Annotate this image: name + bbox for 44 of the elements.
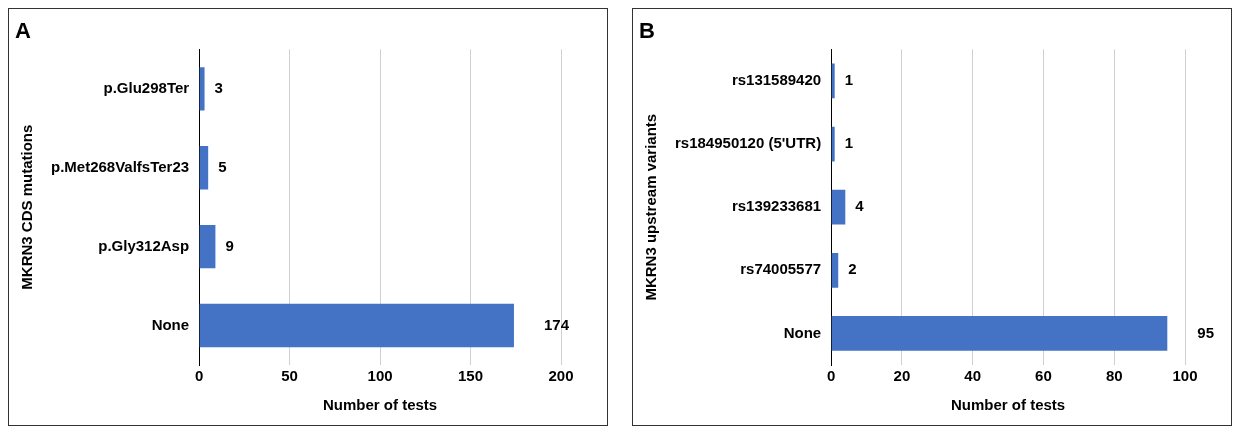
- data-label: 5: [218, 157, 227, 175]
- x-tick-label: 0: [826, 367, 836, 385]
- data-label: 9: [225, 236, 234, 254]
- data-label: 1: [844, 71, 854, 89]
- bar: [831, 189, 846, 225]
- bar: [199, 224, 216, 269]
- x-tick-label: 80: [1105, 367, 1123, 385]
- data-label: 95: [1197, 323, 1214, 341]
- x-tick-label: 100: [1172, 367, 1198, 385]
- y-tick-label: rs184950120 (5'UTR): [675, 134, 822, 152]
- y-tick-label: rs131589420: [731, 71, 822, 89]
- y-tick-label: None: [783, 323, 822, 341]
- x-tick-label: 40: [964, 367, 982, 385]
- x-tick-label: 0: [194, 367, 204, 385]
- x-tick-label: 100: [367, 367, 393, 385]
- y-tick-label: None: [151, 315, 190, 333]
- y-tick-label: p.Gly312Asp: [98, 236, 190, 254]
- y-axis-title: MKRN3 CDS mutations: [18, 124, 36, 290]
- text: A: [15, 18, 31, 44]
- data-label: 3: [214, 78, 223, 96]
- bar: [199, 146, 209, 190]
- x-tick-label: 200: [548, 367, 574, 385]
- data-label: 174: [543, 315, 570, 333]
- y-tick-label: p.Met268ValfsTer23: [50, 157, 190, 175]
- bar: [831, 63, 835, 99]
- data-label: 2: [848, 260, 857, 278]
- y-tick-label: rs74005577: [740, 260, 822, 278]
- x-tick-label: 20: [893, 367, 911, 385]
- x-tick-label: 150: [458, 367, 484, 385]
- text: B: [639, 18, 655, 44]
- data-label: 4: [855, 197, 865, 215]
- bar: [831, 316, 1168, 351]
- y-tick-label: p.Glu298Ter: [103, 78, 190, 96]
- x-tick-label: 50: [281, 367, 298, 385]
- y-axis-title: MKRN3 upstream variants: [642, 113, 660, 301]
- bar: [831, 126, 835, 162]
- bar: [199, 67, 205, 111]
- bar: [199, 303, 514, 348]
- x-axis-title: Number of tests: [950, 396, 1066, 414]
- y-tick-label: rs139233681: [731, 197, 822, 215]
- x-axis-title: Number of tests: [322, 396, 438, 414]
- x-tick-label: 60: [1035, 367, 1052, 385]
- bar: [831, 252, 839, 288]
- data-label: 1: [844, 134, 854, 152]
